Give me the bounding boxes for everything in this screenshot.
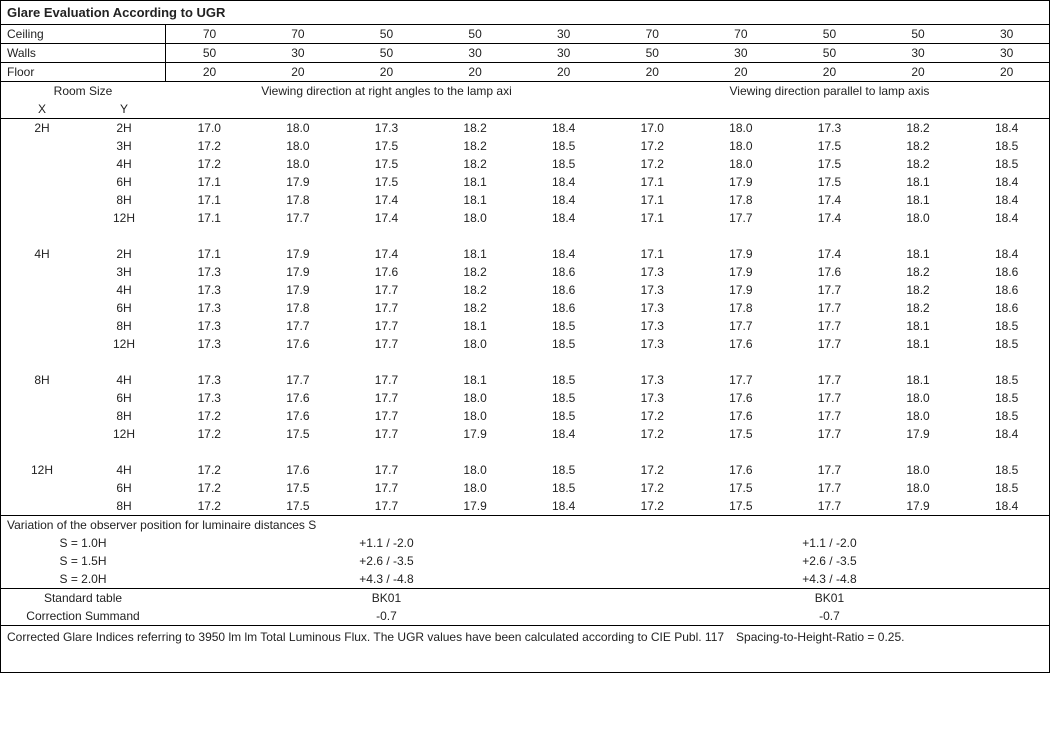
ugr-table: Glare Evaluation According to UGR Ceilin…	[0, 0, 1050, 673]
data-table: Ceiling70705050307070505030Walls50305030…	[1, 25, 1050, 625]
footer-note: Corrected Glare Indices referring to 395…	[1, 625, 1049, 648]
page-title: Glare Evaluation According to UGR	[1, 1, 1049, 25]
